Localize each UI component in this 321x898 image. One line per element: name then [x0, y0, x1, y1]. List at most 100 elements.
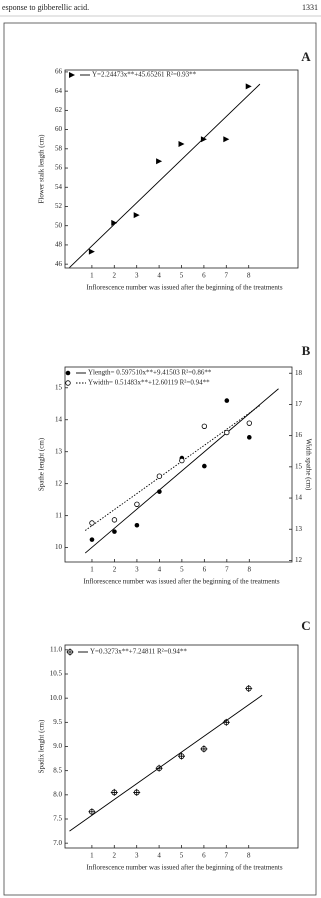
y-tick-label: 52: [55, 202, 63, 210]
plot-frame: [64, 366, 293, 563]
data-point: [112, 529, 117, 534]
data-point: [178, 141, 185, 148]
data-point: [133, 788, 141, 796]
x-tick-label: 3: [135, 566, 139, 574]
data-point: [111, 219, 118, 226]
y-tick-label: 58: [55, 144, 63, 152]
x-tick-label: 2: [113, 272, 117, 280]
x-tick-label: 1: [90, 272, 94, 280]
y-tick-label: 8.5: [53, 766, 62, 774]
x-tick-label: 6: [203, 566, 207, 574]
data-point: [246, 420, 252, 426]
data-point: [110, 788, 118, 796]
data-point: [178, 752, 185, 760]
data-point: [133, 212, 140, 219]
x-tick-label: 3: [135, 272, 139, 280]
legend-label: Ywidth= 0.51483x**+12.60119 R²=0.94**: [88, 379, 210, 387]
y-tick-label: 7.0: [53, 839, 62, 847]
y-tick-label: 48: [55, 241, 63, 249]
y-tick-label: 54: [55, 183, 63, 191]
legend-marker: [65, 370, 71, 376]
y-tick-label: 50: [55, 221, 63, 229]
legend-label: Ylength= 0.597510x**+9.41503 R²=0.86**: [88, 369, 212, 377]
x-tick-label: 6: [202, 272, 206, 280]
trend-line: [84, 404, 261, 531]
y-tick-label: 11.0: [50, 645, 62, 653]
y-tick-label: 7.5: [53, 815, 62, 823]
legend-marker: [66, 648, 74, 656]
data-point: [179, 457, 185, 464]
x-tick-label: 1: [90, 852, 94, 860]
data-point: [88, 808, 96, 816]
y-tick-label: 14: [55, 415, 63, 423]
running-header: esponse to gibberellic acid.: [2, 3, 89, 12]
y2-axis-label: Width spathe (cm): [304, 439, 312, 491]
y-tick-label: 62: [55, 106, 63, 114]
x-axis-label: Inflorescence number was issued after th…: [86, 284, 282, 292]
trend-line: [69, 83, 261, 268]
panel-label: B: [302, 343, 311, 358]
y2-tick-label: 17: [295, 400, 303, 408]
x-tick-label: 7: [225, 272, 229, 280]
y2-tick-label: 18: [295, 369, 303, 377]
legend-label: Y=2.24473x**+45.65261 R²=0.93**: [92, 71, 197, 79]
y-tick-label: 9.5: [53, 718, 62, 726]
page-number: 1331: [302, 3, 318, 12]
y-tick-label: 64: [55, 87, 63, 95]
x-axis-label: Inflorescence number was issued after th…: [83, 578, 279, 586]
data-point: [202, 463, 207, 469]
data-point: [156, 158, 163, 165]
panel-label: A: [301, 49, 311, 64]
x-tick-label: 2: [113, 852, 117, 860]
data-point: [245, 685, 253, 692]
y-tick-label: 12: [55, 479, 63, 487]
x-tick-label: 4: [158, 566, 162, 574]
y-axis-label: Spathe lenght (cm): [38, 437, 46, 491]
legend-label: Y=0.3273x**+7.24811 R²=0.94**: [90, 648, 187, 656]
y-tick-label: 9.0: [53, 742, 62, 750]
data-point: [134, 522, 140, 528]
data-point: [200, 745, 208, 753]
y-axis-label: Flower stalk length (cm): [38, 134, 46, 204]
trend-line: [69, 694, 263, 832]
y2-tick-label: 14: [295, 494, 303, 502]
data-point: [222, 718, 230, 726]
x-tick-label: 5: [180, 852, 184, 860]
trend-line: [84, 388, 279, 554]
x-tick-label: 2: [113, 566, 117, 574]
x-tick-label: 8: [247, 272, 251, 280]
x-tick-label: 7: [225, 566, 229, 574]
legend-marker: [65, 380, 71, 386]
data-point: [201, 423, 208, 429]
data-point: [134, 501, 140, 507]
y-tick-label: 11: [55, 511, 62, 519]
data-point: [245, 83, 252, 90]
y-tick-label: 8.0: [53, 790, 62, 798]
x-axis-label: Inflorescence number was issued after th…: [86, 864, 282, 872]
y-tick-label: 10.5: [50, 670, 63, 678]
x-tick-label: 7: [225, 852, 229, 860]
y2-tick-label: 12: [295, 556, 303, 564]
y-tick-label: 56: [55, 164, 63, 172]
data-point: [246, 435, 252, 440]
x-tick-label: 3: [135, 852, 139, 860]
data-point: [157, 489, 162, 494]
figure-frame: [3, 22, 317, 896]
data-point: [156, 473, 163, 479]
y2-tick-label: 16: [295, 431, 303, 439]
y-tick-label: 10.0: [50, 694, 63, 702]
x-tick-label: 8: [248, 566, 252, 574]
x-tick-label: 1: [90, 566, 94, 574]
data-point: [155, 764, 163, 772]
x-tick-label: 5: [180, 566, 184, 574]
plot-frame: [64, 644, 299, 849]
data-point: [89, 520, 95, 526]
y2-tick-label: 15: [295, 462, 303, 470]
y-tick-label: 10: [55, 543, 63, 551]
x-tick-label: 5: [180, 272, 184, 280]
y-tick-label: 15: [55, 383, 63, 391]
y2-tick-label: 13: [295, 525, 303, 533]
x-tick-label: 4: [157, 272, 161, 280]
x-tick-label: 6: [202, 852, 206, 860]
